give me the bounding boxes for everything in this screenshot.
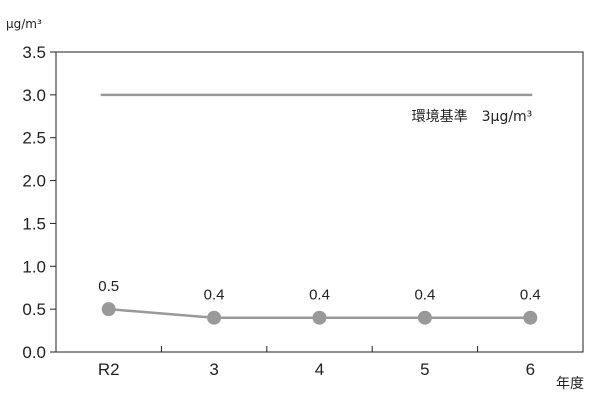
data-label: 0.5 <box>98 278 119 295</box>
plot-area-frame <box>55 51 584 353</box>
y-axis-ticks: 0.0 0.5 1.0 1.5 2.0 2.5 3.0 3.5 <box>22 43 56 362</box>
y-axis-unit-label: μg/m³ <box>6 17 42 31</box>
y-tick-label: 1.0 <box>22 257 46 276</box>
data-label: 0.4 <box>414 287 435 304</box>
x-tick-label: 6 <box>526 360 535 379</box>
data-point <box>101 302 116 317</box>
data-label: 0.4 <box>520 287 541 304</box>
x-tick-label: R2 <box>98 360 120 379</box>
x-axis-ticks: R2 3 4 5 6 <box>98 346 535 379</box>
y-tick-label: 2.5 <box>22 129 46 148</box>
y-tick-label: 3.0 <box>22 86 46 105</box>
y-tick-label: 0.0 <box>22 343 46 362</box>
x-axis-unit-label: 年度 <box>556 376 584 392</box>
y-tick-label: 3.5 <box>22 43 46 62</box>
x-tick-label: 3 <box>209 360 218 379</box>
x-tick-label: 5 <box>420 360 429 379</box>
series-group: 0.5 0.4 0.4 0.4 0.4 <box>98 278 541 325</box>
data-point <box>523 310 538 325</box>
data-point <box>207 310 222 325</box>
y-tick-label: 0.5 <box>22 300 46 319</box>
reference-line-label: 環境基準 3μg/m³ <box>412 108 533 125</box>
y-tick-label: 1.5 <box>22 214 46 233</box>
data-label: 0.4 <box>204 287 225 304</box>
data-point <box>312 310 327 325</box>
x-tick-label: 4 <box>315 360 324 379</box>
data-label: 0.4 <box>309 287 330 304</box>
y-tick-label: 2.0 <box>22 172 46 191</box>
data-point <box>417 310 432 325</box>
